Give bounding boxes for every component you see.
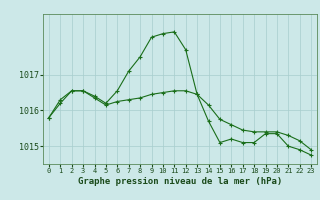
X-axis label: Graphe pression niveau de la mer (hPa): Graphe pression niveau de la mer (hPa) — [78, 177, 282, 186]
